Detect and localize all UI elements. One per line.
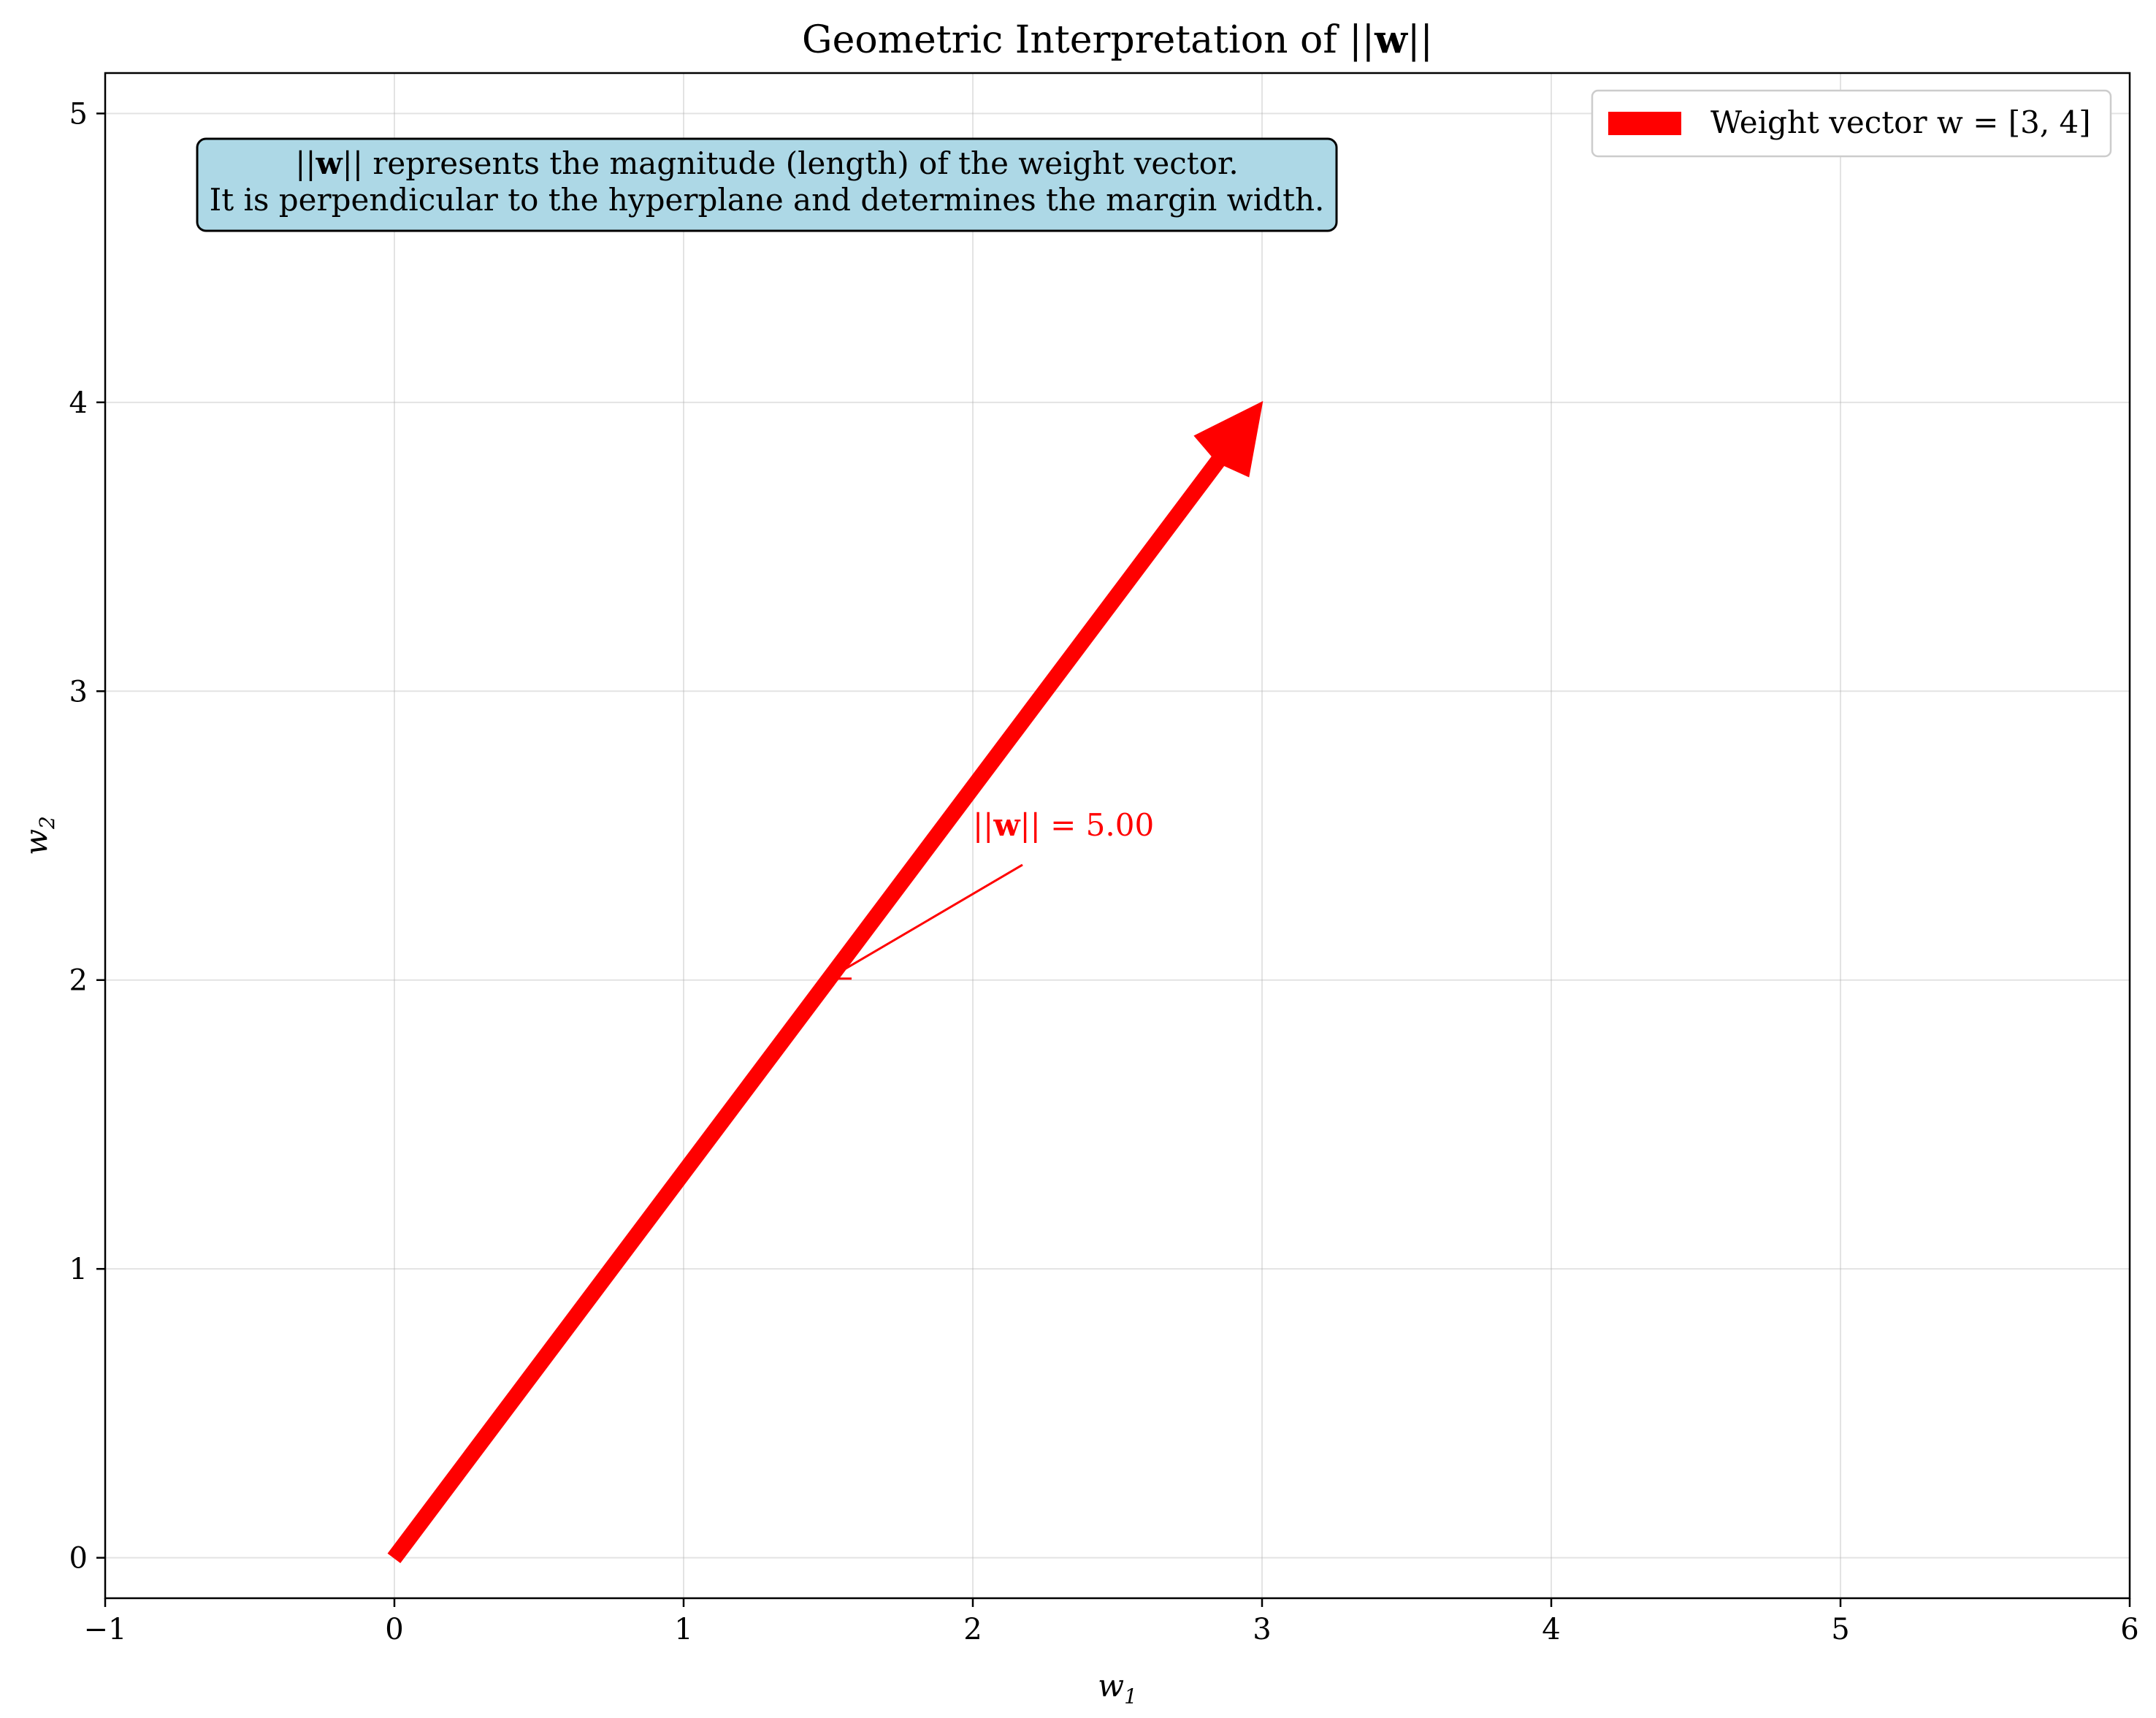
x-axis-label: w1 xyxy=(1098,1668,1137,1709)
y-tick-label: 3 xyxy=(69,675,88,709)
plot-area xyxy=(387,401,1264,1563)
y-tick-label: 0 xyxy=(69,1542,88,1576)
annotation-label: ||w|| = 5.00 xyxy=(973,807,1154,843)
axes-frame xyxy=(104,72,2131,1600)
y-tick-label: 1 xyxy=(69,1253,88,1286)
x-tick-label: −1 xyxy=(84,1613,127,1646)
weight-vector-arrow xyxy=(387,401,1264,1563)
note-box-background xyxy=(196,137,1338,232)
y-tick-label: 5 xyxy=(69,97,88,131)
x-tick-label: 2 xyxy=(963,1613,982,1646)
y-axis-label: w2 xyxy=(18,816,59,855)
axis-ticks: −1 0 1 2 3 4 5 6 0 1 2 3 4 5 xyxy=(69,97,2139,1646)
y-tick-label: 2 xyxy=(69,964,88,998)
x-tick-label: 6 xyxy=(2120,1613,2138,1646)
legend-swatch xyxy=(1608,112,1681,135)
legend-frame xyxy=(1591,89,2112,158)
legend: Weight vector w = [3, 4] xyxy=(1591,89,2112,158)
note-line-2: It is perpendicular to the hyperplane an… xyxy=(210,182,1325,218)
magnitude-annotation: ||w|| = 5.00 xyxy=(828,807,1154,980)
x-tick-label: 5 xyxy=(1831,1613,1849,1646)
x-tick-label: 4 xyxy=(1542,1613,1560,1646)
x-tick-label: 3 xyxy=(1253,1613,1271,1646)
grid xyxy=(105,73,2130,1598)
note-line-1: ||w|| represents the magnitude (length) … xyxy=(295,145,1239,181)
x-tick-label: 1 xyxy=(674,1613,692,1646)
annotation-pointer xyxy=(830,863,1023,979)
note-box: ||w|| represents the magnitude (length) … xyxy=(196,137,1338,232)
chart-title: Geometric Interpretation of ||w|| xyxy=(802,18,1433,62)
y-tick-label: 4 xyxy=(69,386,88,420)
x-tick-label: 0 xyxy=(385,1613,403,1646)
legend-label: Weight vector w = [3, 4] xyxy=(1710,104,2091,140)
